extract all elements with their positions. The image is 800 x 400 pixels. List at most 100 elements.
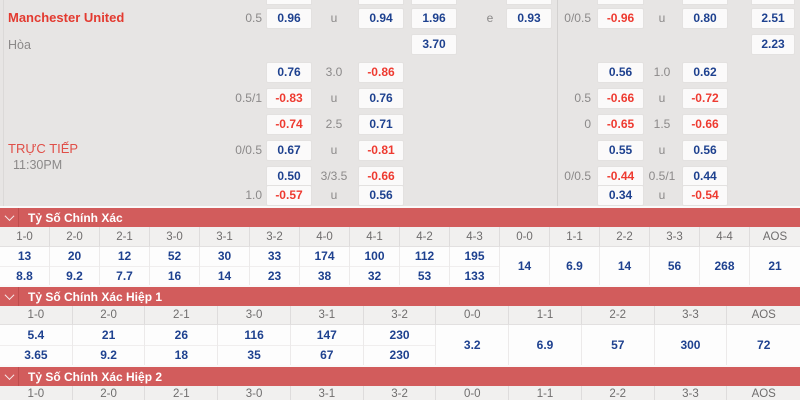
score-odds-cell[interactable]: 56 — [667, 259, 682, 273]
odds-box[interactable]: -0.74 — [266, 114, 312, 135]
odds-box[interactable]: 0.71 — [358, 114, 404, 135]
odds-box[interactable]: 2.23 — [751, 34, 795, 55]
score-odds-cell[interactable]: 3.65 — [0, 344, 72, 366]
section-header[interactable]: Tỷ Số Chính Xác — [0, 208, 800, 227]
section-title: Tỷ Số Chính Xác — [28, 210, 123, 225]
handicap-label: u — [658, 143, 666, 157]
score-odds-cell[interactable]: 30 — [217, 249, 232, 264]
score-odds-cell[interactable]: 26 — [174, 327, 189, 342]
odds-box[interactable]: 0.44 — [682, 166, 728, 187]
score-odds-cell[interactable]: 6.9 — [536, 338, 554, 352]
odds-box[interactable]: 0.62 — [682, 62, 728, 83]
score-odds-cell[interactable]: 72 — [757, 338, 771, 352]
score-odds-cell[interactable]: 112 — [414, 249, 435, 264]
score-odds-cell[interactable]: 8.8 — [0, 265, 49, 286]
score-odds-cell[interactable]: 52 — [167, 249, 182, 264]
odds-box[interactable]: 0.96 — [266, 8, 312, 29]
score-odds-cell[interactable]: 6.9 — [566, 259, 583, 273]
odds-box[interactable]: -0.72 — [682, 88, 728, 109]
score-odds-cell[interactable]: 38 — [300, 265, 349, 286]
score-odds-cell[interactable]: 230 — [389, 327, 410, 342]
score-odds-cell[interactable]: 100 — [364, 249, 385, 264]
score-odds-cell[interactable]: 16 — [150, 265, 199, 286]
score-odds-cell[interactable]: 33 — [267, 249, 282, 264]
score-odds-cell[interactable]: 300 — [680, 338, 701, 352]
score-column: 3-0 52 16 — [150, 227, 200, 285]
score-odds-cell[interactable]: 195 — [464, 249, 485, 264]
odds-box[interactable]: 0.80 — [682, 8, 728, 29]
score-odds-cell[interactable]: 116 — [244, 327, 264, 342]
score-odds-cell[interactable]: 9.2 — [72, 344, 145, 366]
score-odds-cell[interactable]: 67 — [290, 344, 363, 366]
odds-box[interactable]: 1.96 — [411, 8, 457, 29]
score-odds-values: 195 133 — [450, 247, 500, 285]
odds-box[interactable]: 0.56 — [597, 62, 644, 83]
cutoff-odds-box — [358, 0, 404, 5]
score-odds-values: 268 — [700, 247, 750, 285]
odds-box[interactable]: -0.83 — [266, 88, 312, 109]
odds-box[interactable]: -0.81 — [358, 140, 404, 161]
odds-box[interactable]: -0.44 — [597, 166, 644, 187]
odds-box[interactable]: 3.70 — [411, 34, 457, 55]
handicap-label: u — [330, 188, 338, 202]
score-odds-cell[interactable]: 12 — [117, 249, 132, 264]
score-odds-cell[interactable]: 57 — [611, 338, 625, 352]
score-odds-cell[interactable]: 174 — [314, 249, 335, 264]
score-odds-cell[interactable]: 21 — [768, 259, 782, 273]
score-section: Tỷ Số Chính Xác 1-0 13 8.8 2-0 20 9.2 2-1 12 7.7 3… — [0, 206, 800, 285]
score-odds-cell[interactable]: 14 — [517, 259, 532, 273]
odds-box[interactable]: 0.94 — [358, 8, 404, 29]
score-odds-cell[interactable]: 268 — [714, 259, 735, 273]
score-odds-values: 5.4 3.65 — [0, 325, 73, 365]
score-column-header: 2-0 — [50, 227, 100, 247]
odds-box[interactable]: -0.66 — [358, 166, 404, 187]
odds-box[interactable]: 0.56 — [682, 140, 728, 161]
odds-box[interactable]: -0.54 — [682, 185, 728, 206]
score-odds-cell[interactable]: 13 — [17, 249, 32, 264]
score-odds-cell[interactable]: 14 — [617, 259, 632, 273]
score-odds-values: 21 — [750, 247, 800, 285]
score-odds-values: 14 — [600, 247, 650, 285]
odds-box[interactable]: -0.66 — [597, 88, 644, 109]
odds-box[interactable]: 0.76 — [358, 88, 404, 109]
odds-box[interactable]: 0.93 — [506, 8, 552, 29]
odds-box[interactable]: 0.34 — [597, 185, 644, 206]
odds-box[interactable]: -0.86 — [358, 62, 404, 83]
score-column: 4-3 195 133 — [450, 227, 500, 285]
score-column: 1-0 13 8.8 — [0, 227, 50, 285]
odds-box[interactable]: 0.50 — [266, 166, 312, 187]
score-odds-cell[interactable]: 9.2 — [50, 265, 99, 286]
score-section: Tỷ Số Chính Xác Hiệp 2 1-0 2-0 2-1 3-0 3-1 3-2… — [0, 365, 800, 400]
score-odds-cell[interactable]: 5.4 — [27, 327, 45, 342]
odds-box[interactable]: -0.66 — [682, 114, 728, 135]
odds-box[interactable]: 0.67 — [266, 140, 312, 161]
score-odds-cell[interactable]: 7.7 — [100, 265, 149, 286]
odds-box[interactable]: -0.65 — [597, 114, 644, 135]
score-column: 2-0 — [72, 386, 146, 400]
score-odds-cell[interactable]: 147 — [316, 327, 337, 342]
score-odds-cell[interactable]: 53 — [400, 265, 449, 286]
score-odds-cell[interactable]: 18 — [145, 344, 218, 366]
score-odds-cell[interactable]: 133 — [450, 265, 499, 286]
odds-box[interactable]: 0.55 — [597, 140, 644, 161]
score-column: 2-1 12 7.7 — [100, 227, 150, 285]
score-column-header: 2-1 — [145, 306, 219, 325]
odds-box[interactable]: -0.57 — [266, 185, 312, 206]
score-odds-cell[interactable]: 23 — [250, 265, 299, 286]
score-odds-cell[interactable]: 21 — [101, 327, 116, 342]
score-odds-cell[interactable]: 14 — [200, 265, 249, 286]
score-odds-cell[interactable]: 32 — [350, 265, 399, 286]
score-odds-cell[interactable]: 230 — [363, 344, 436, 366]
chevron-down-icon — [0, 367, 19, 386]
odds-box[interactable]: 0.76 — [266, 62, 312, 83]
score-odds-cell[interactable]: 20 — [67, 249, 82, 264]
odds-box[interactable]: -0.96 — [597, 8, 644, 29]
score-odds-cell[interactable]: 3.2 — [463, 338, 481, 352]
cutoff-odds-box — [751, 0, 795, 5]
handicap-label: u — [330, 91, 338, 105]
odds-box[interactable]: 0.56 — [358, 185, 404, 206]
section-header[interactable]: Tỷ Số Chính Xác Hiệp 1 — [0, 287, 800, 306]
score-odds-cell[interactable]: 35 — [218, 344, 290, 366]
section-header[interactable]: Tỷ Số Chính Xác Hiệp 2 — [0, 367, 800, 386]
odds-box[interactable]: 2.51 — [751, 8, 795, 29]
